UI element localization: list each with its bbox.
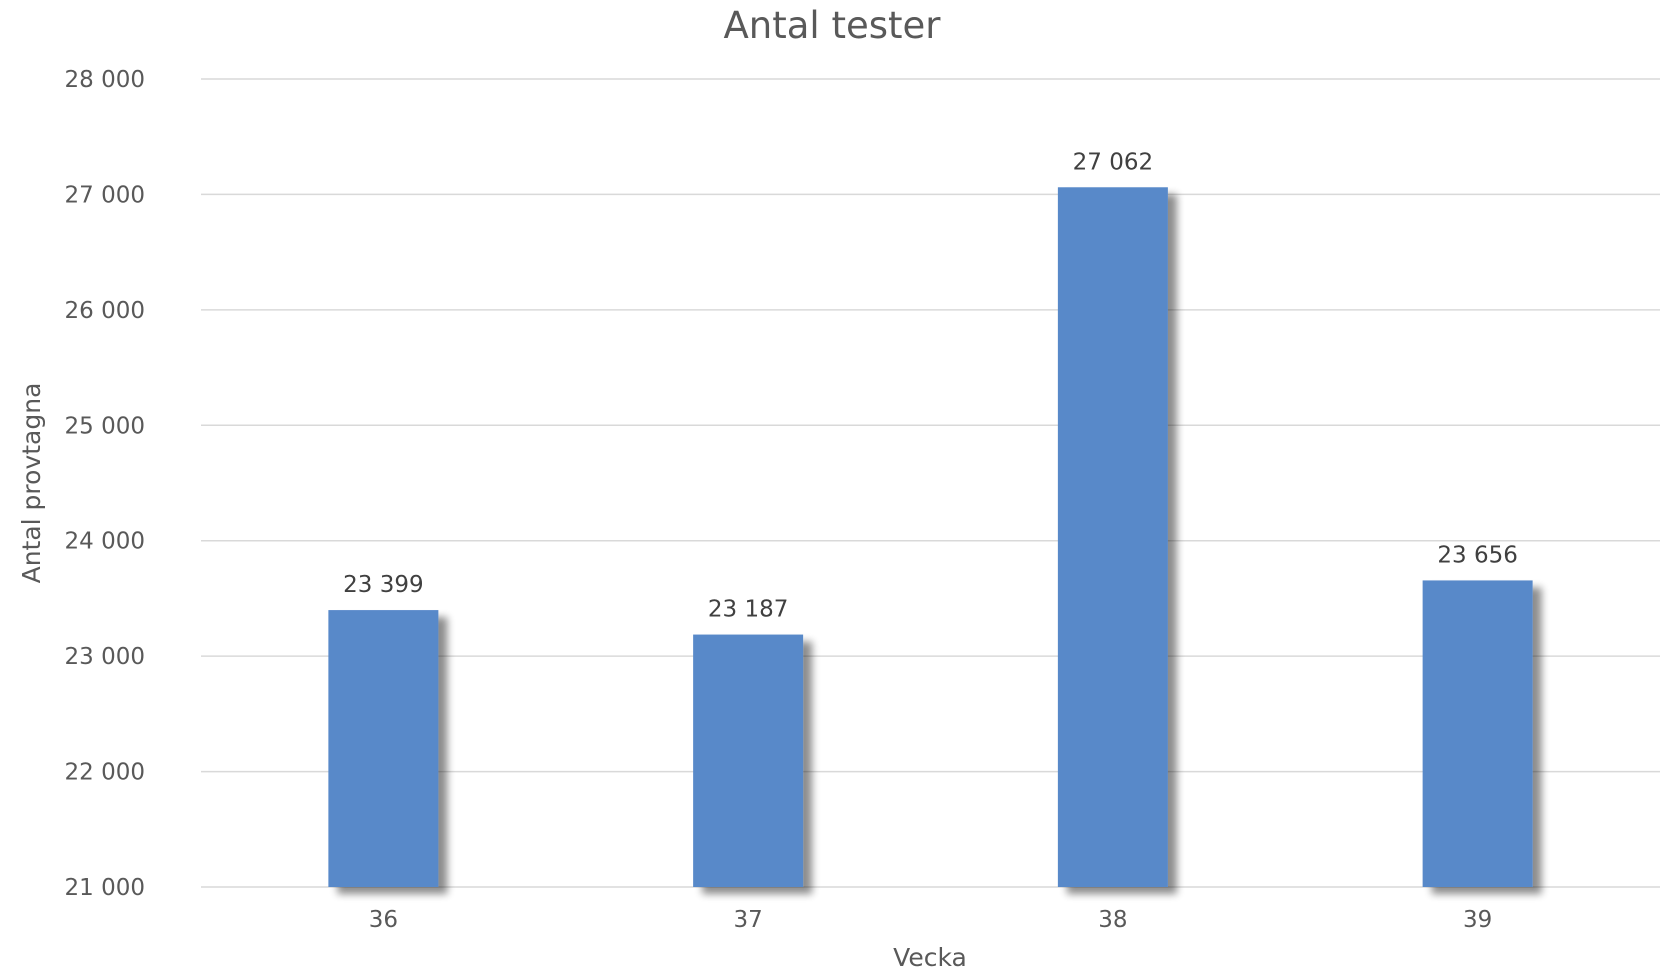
y-tick-label: 26 000 [65,298,145,324]
x-tick-label: 37 [733,907,762,933]
y-tick-label: 23 000 [65,644,145,670]
x-axis-ticks: 36 37 38 39 [369,907,1493,933]
bar-37 [693,634,804,887]
x-axis-title: Vecka [893,943,967,972]
data-label: 23 656 [1437,542,1517,568]
y-tick-label: 28 000 [65,67,145,93]
y-tick-label: 21 000 [65,875,145,901]
y-axis-title: Antal provtagna [17,383,46,584]
data-label: 27 062 [1073,149,1153,175]
y-axis-ticks: 21 000 22 000 23 000 24 000 25 000 26 000 27 0… [65,67,145,901]
x-tick-label: 39 [1463,907,1492,933]
chart-title: Antal tester [723,4,941,47]
bar-38 [1057,187,1168,888]
y-tick-label: 27 000 [65,182,145,208]
x-tick-label: 38 [1098,907,1127,933]
data-labels: 23 399 23 187 27 062 23 656 [343,149,1518,622]
data-label: 23 187 [708,597,788,623]
y-tick-label: 25 000 [65,413,145,439]
x-tick-label: 36 [369,907,398,933]
y-tick-label: 22 000 [65,760,145,786]
y-tick-label: 24 000 [65,529,145,555]
data-label: 23 399 [343,572,423,598]
bars [328,187,1533,888]
bar-36 [328,610,439,887]
bar-39 [1422,580,1533,887]
gridlines [201,78,1660,888]
